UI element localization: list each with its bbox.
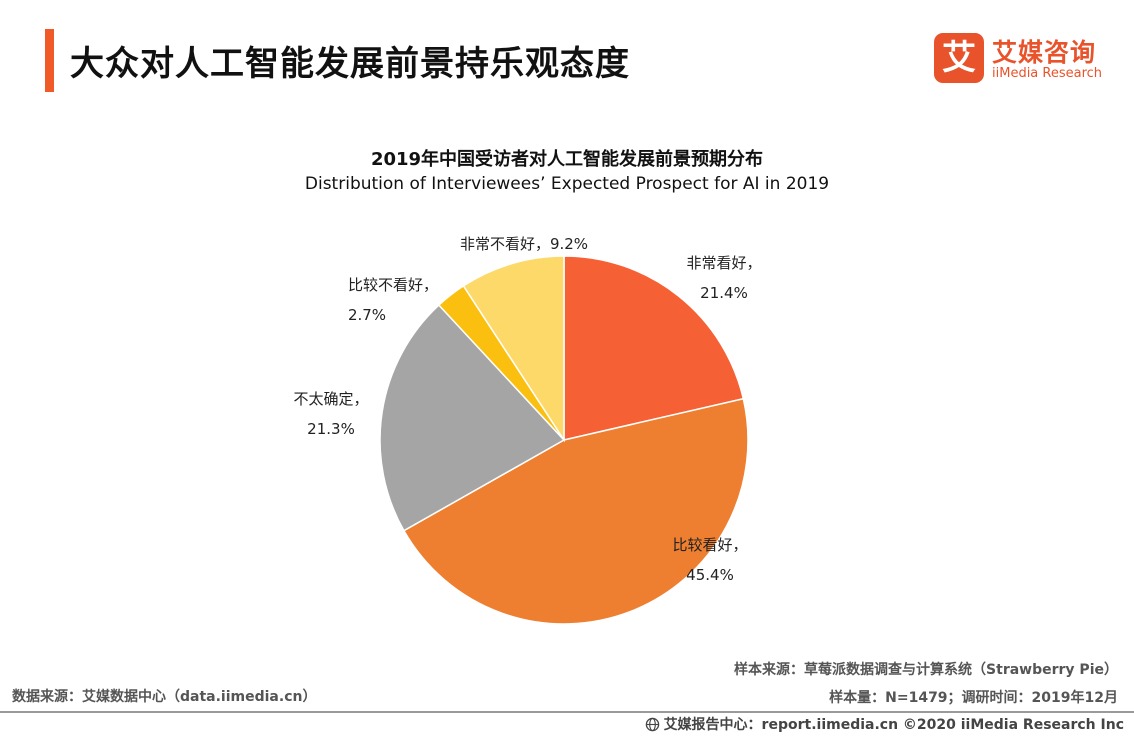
iimedia-logo: 艾 艾媒咨询 iiMedia Research xyxy=(934,33,1114,85)
footer: 艾媒报告中心：report.iimedia.cn ©2020 iiMedia R… xyxy=(645,714,1124,734)
page-title: 大众对人工智能发展前景持乐观态度 xyxy=(70,44,630,84)
slice-label: 不太确定， xyxy=(293,390,368,408)
slice-value-label: 21.4% xyxy=(700,284,748,302)
footer-text: 艾媒报告中心：report.iimedia.cn ©2020 iiMedia R… xyxy=(663,717,1124,733)
logo-mark-icon: 艾 xyxy=(934,33,984,83)
data-source-note: 数据来源：艾媒数据中心（data.iimedia.cn） xyxy=(12,689,317,705)
slice-label: 非常看好， xyxy=(686,254,761,272)
slice-label: 比较不看好， xyxy=(348,276,438,294)
logo-name-cn: 艾媒咨询 xyxy=(992,38,1097,67)
globe-icon xyxy=(645,717,659,731)
chart-subtitle: Distribution of Interviewees’ Expected P… xyxy=(304,174,830,194)
sample-source-note: 样本来源：草莓派数据调查与计算系统（Strawberry Pie） xyxy=(734,662,1118,678)
slice-value-label: 21.3% xyxy=(307,420,355,438)
chart-title: 2019年中国受访者对人工智能发展前景预期分布 xyxy=(370,149,764,170)
pie-slice xyxy=(402,397,749,625)
slice-value-label: 45.4% xyxy=(686,566,734,584)
slice-value-label: 2.7% xyxy=(348,306,386,324)
slice-label: 比较看好， xyxy=(672,536,747,554)
pie-slice xyxy=(379,304,566,532)
logo-name-en: iiMedia Research xyxy=(992,66,1103,81)
title-accent-bar xyxy=(45,29,54,92)
sample-info-note: 样本量：N=1479；调研时间：2019年12月 xyxy=(829,690,1118,706)
footer-divider xyxy=(0,711,1134,713)
slice-label: 非常不看好，9.2% xyxy=(460,235,588,253)
pie-slice xyxy=(462,255,565,443)
pie-slice xyxy=(563,255,745,441)
